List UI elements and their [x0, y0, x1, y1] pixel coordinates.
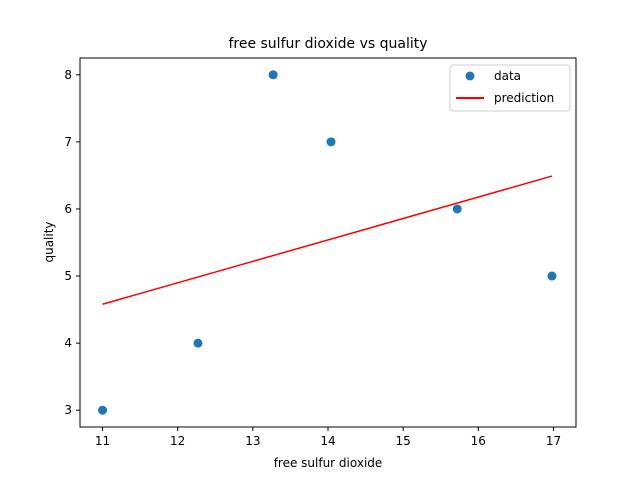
data-point — [326, 137, 336, 147]
x-tick-label: 13 — [245, 434, 260, 448]
data-point — [452, 204, 462, 214]
y-tick-label: 7 — [64, 135, 72, 149]
data-point — [268, 70, 278, 80]
legend: data prediction — [449, 64, 571, 112]
y-tick-label: 3 — [64, 403, 72, 417]
legend-data-marker — [465, 71, 475, 81]
y-axis-label: quality — [42, 221, 56, 262]
data-point — [547, 271, 557, 281]
legend-box — [449, 64, 571, 112]
y-tick-label: 5 — [64, 269, 72, 283]
legend-prediction-label: prediction — [494, 91, 554, 105]
x-tick-label: 16 — [471, 434, 486, 448]
x-tick-label: 12 — [170, 434, 185, 448]
data-point — [98, 405, 108, 415]
legend-data-label: data — [494, 69, 521, 83]
x-tick-label: 15 — [396, 434, 411, 448]
chart-title: free sulfur dioxide vs quality — [228, 36, 427, 52]
data-point — [193, 338, 203, 348]
x-tick-label: 17 — [546, 434, 561, 448]
x-axis-ticks: 11 12 13 14 15 16 17 — [95, 427, 561, 448]
y-tick-label: 8 — [64, 68, 72, 82]
prediction-line — [102, 175, 553, 305]
x-tick-label: 11 — [95, 434, 110, 448]
y-tick-label: 6 — [64, 202, 72, 216]
x-axis-label: free sulfur dioxide — [274, 456, 383, 470]
y-tick-label: 4 — [64, 336, 72, 350]
series-layer — [98, 70, 557, 415]
y-axis-ticks: 3 4 5 6 7 8 — [64, 68, 80, 417]
x-tick-label: 14 — [320, 434, 335, 448]
